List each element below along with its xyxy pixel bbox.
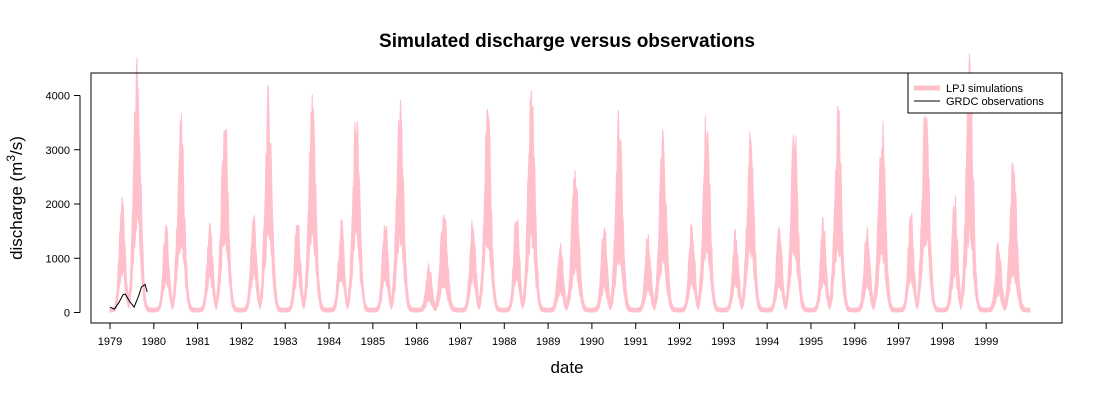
y-axis: 0 1000 2000 3000 4000 <box>46 91 81 320</box>
x-tick-label: 1996 <box>843 336 867 348</box>
x-tick-label: 1985 <box>361 336 385 348</box>
x-tick-label: 1991 <box>623 336 647 348</box>
legend-label-grdc: GRDC observations <box>946 96 1044 108</box>
series-lpj-simulations-band <box>109 53 1031 313</box>
y-tick-label: 1000 <box>46 253 70 265</box>
x-tick-label: 1999 <box>974 336 998 348</box>
plot-area <box>109 53 1031 313</box>
x-tick-label: 1993 <box>711 336 735 348</box>
legend-label-lpj: LPJ simulations <box>946 83 1024 95</box>
series-grdc-observations-line <box>109 283 148 310</box>
legend: LPJ simulations GRDC observations <box>907 72 1063 114</box>
x-tick-label: 1980 <box>142 336 166 348</box>
x-tick-label: 1979 <box>98 336 122 348</box>
x-axis: 1979 1980 1981 1982 1983 1984 1985 1986 1987 1988… <box>98 322 998 348</box>
legend-box <box>907 72 1063 114</box>
x-tick-label: 1989 <box>536 336 560 348</box>
x-tick-label: 1983 <box>273 336 297 348</box>
x-tick-label: 1990 <box>580 336 604 348</box>
x-tick-label: 1987 <box>448 336 472 348</box>
x-tick-label: 1986 <box>404 336 428 348</box>
chart-title: Simulated discharge versus observations <box>379 31 755 52</box>
x-tick-label: 1992 <box>667 336 691 348</box>
y-tick-label: 3000 <box>46 145 70 157</box>
x-tick-label: 1981 <box>185 336 209 348</box>
x-tick-label: 1984 <box>317 336 341 348</box>
x-tick-label: 1982 <box>229 336 253 348</box>
x-tick-label: 1988 <box>492 336 516 348</box>
y-tick-label: 0 <box>64 308 70 320</box>
x-axis-title: date <box>550 358 583 377</box>
y-tick-label: 2000 <box>46 199 70 211</box>
x-tick-label: 1995 <box>799 336 823 348</box>
x-tick-label: 1998 <box>930 336 954 348</box>
y-tick-label: 4000 <box>46 91 70 103</box>
x-tick-label: 1997 <box>886 336 910 348</box>
y-axis-title: discharge (m3/s) <box>4 136 26 260</box>
x-tick-label: 1994 <box>755 336 779 348</box>
